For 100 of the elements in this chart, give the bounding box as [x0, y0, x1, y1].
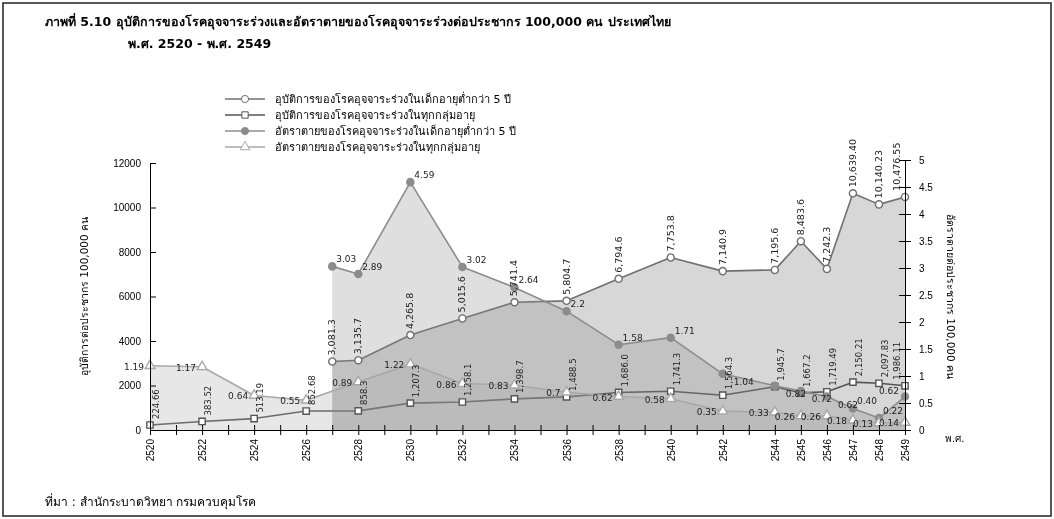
- data-label: 1.17: [176, 362, 197, 373]
- data-label: 7,753.8: [664, 215, 676, 252]
- x-tick-label: 2544: [769, 438, 781, 462]
- y2-tick-label: 3.5: [919, 235, 934, 247]
- x-tick-label: 2526: [301, 438, 313, 462]
- data-label: 513.19: [255, 382, 266, 413]
- y-tick-label: 8000: [118, 246, 142, 258]
- data-label: 858.3: [359, 380, 370, 405]
- data-label: 5,804.7: [560, 258, 572, 295]
- data-label: 383.52: [203, 385, 214, 416]
- y-tick-label: 12000: [113, 157, 142, 169]
- data-label: 1,488.5: [567, 358, 578, 391]
- data-label: 1.71: [674, 325, 695, 336]
- x-tick-label: 2540: [665, 438, 677, 462]
- data-label: 3,081.3: [326, 319, 338, 356]
- x-tick-label: 2534: [509, 438, 521, 462]
- data-label: 7,242.3: [820, 226, 832, 263]
- data-label: 1,741.3: [671, 352, 682, 386]
- y-tick-label: 6000: [118, 291, 142, 303]
- y-tick-label: 10000: [113, 202, 142, 214]
- x-tick-label: 2546: [821, 438, 833, 462]
- legend-label: อัตราตายของโรคอุจจาระร่วงในทุกกลุ่มอายุ: [275, 140, 480, 154]
- y-tick-label: 0: [135, 424, 142, 436]
- y2-tick-label: 4: [919, 208, 925, 220]
- data-label: 0.33: [748, 408, 769, 419]
- data-label: 4.59: [414, 170, 435, 181]
- data-label: 0.35: [696, 407, 717, 418]
- x-tick-label: 2522: [197, 438, 209, 462]
- data-label: 0.62: [837, 399, 858, 410]
- data-label: 10,639.40: [846, 138, 858, 188]
- data-label: 10,140.23: [872, 150, 884, 199]
- data-label: 0.55: [280, 396, 301, 407]
- data-label: 10,476.55: [891, 142, 902, 191]
- data-label: 2.2: [570, 299, 585, 310]
- y2-axis-title: อัตราตายต่อประชากร 100,000 คน: [945, 213, 957, 380]
- data-label: 1,207.3: [411, 364, 422, 398]
- data-label: 0.58: [644, 394, 665, 405]
- legend-label: อัตราตายของโรคอุจจาระร่วงในเด็กอายุต่ำกว่า 5 ปี: [275, 123, 516, 138]
- legend-label: อุบัติการของโรคอุจจาระร่วงในเด็กอายุต่ำกว่า 5 ปี: [275, 91, 511, 106]
- data-label: 1,667.2: [801, 354, 812, 387]
- data-label: 0.86: [436, 379, 457, 390]
- data-label: 0.83: [488, 381, 509, 392]
- data-label: 6,794.6: [612, 236, 624, 273]
- y-tick-label: 4000: [118, 335, 142, 347]
- data-label: 1.22: [384, 360, 405, 371]
- y2-tick-label: 0.5: [919, 397, 934, 409]
- x-axis-title: พ.ศ.: [945, 433, 965, 444]
- data-label: 852.68: [307, 375, 318, 406]
- data-label: 1.04: [733, 376, 755, 387]
- y2-tick-label: 4.5: [919, 181, 934, 193]
- y2-tick-label: 1: [919, 370, 925, 382]
- x-tick-label: 2545: [795, 438, 807, 462]
- data-label: 7,140.9: [716, 228, 728, 266]
- data-label: 8,483.6: [794, 198, 806, 236]
- data-label: 0.7: [546, 388, 561, 399]
- data-label: 3.03: [336, 254, 357, 265]
- y2-tick-label: 2: [919, 316, 925, 328]
- data-label: 2,150.21: [853, 338, 864, 377]
- x-tick-label: 2548: [873, 438, 885, 462]
- x-tick-label: 2536: [561, 438, 573, 462]
- y2-tick-label: 1.5: [919, 343, 934, 355]
- y2-tick-label: 2.5: [919, 289, 934, 301]
- data-label: 1,398.7: [515, 360, 526, 393]
- data-label: 4,265.8: [404, 292, 416, 330]
- data-label: 7,195.6: [768, 227, 780, 264]
- data-label: 0.72: [811, 394, 832, 405]
- x-tick-label: 2530: [405, 438, 417, 462]
- data-label: 0.22: [882, 406, 904, 417]
- data-label: 0.40: [856, 396, 878, 407]
- data-label: 1,564.3: [723, 356, 734, 390]
- data-label: 1,986.11: [892, 341, 902, 380]
- data-label: 0.89: [332, 377, 353, 388]
- x-tick-label: 2549: [900, 438, 911, 462]
- data-label: 224.66: [151, 389, 161, 419]
- data-label: 1.19: [123, 361, 145, 372]
- data-label: 2.89: [362, 261, 383, 272]
- y2-tick-label: 5: [919, 154, 925, 166]
- data-label: 1,719.49: [827, 347, 838, 386]
- data-label: 0.18: [826, 416, 848, 427]
- data-label: 0.26: [800, 411, 822, 422]
- chart-title: ภาพที่ 5.10 อุบัติการของโรคอุจจาระร่วงและอัตราตายของโรคอุจจาระร่วงต่อประชากร 100,000 คน ประเทศไทย: [45, 13, 671, 30]
- data-label: 0.62: [878, 385, 899, 396]
- data-label: 2.64: [518, 275, 539, 286]
- data-label: 2,097.83: [879, 339, 890, 378]
- data-label: 0.62: [592, 392, 613, 403]
- x-tick-label: 2528: [353, 438, 365, 462]
- x-tick-label: 2547: [847, 438, 859, 462]
- chart-subtitle: พ.ศ. 2520 - พ.ศ. 2549: [128, 36, 272, 51]
- y-axis-title: อุบัติการต่อประชากร 100,000 คน: [78, 216, 91, 377]
- data-label: 1.58: [622, 332, 643, 343]
- data-label: 5,741.4: [508, 259, 520, 297]
- data-label: 1,258.1: [463, 363, 474, 397]
- data-label: 0.64: [228, 391, 249, 402]
- x-tick-label: 2532: [457, 438, 469, 462]
- data-label: 3.02: [466, 254, 487, 265]
- x-tick-label: 2524: [249, 438, 261, 462]
- data-label: 1,686.0: [619, 354, 630, 387]
- y2-tick-label: 3: [919, 262, 925, 274]
- data-label: 0.82: [785, 388, 806, 399]
- x-tick-label: 2520: [145, 438, 156, 462]
